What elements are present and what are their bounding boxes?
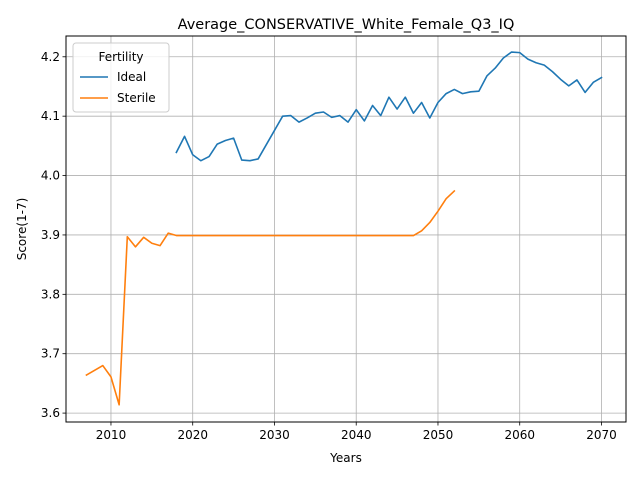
y-tick-label: 3.9 (41, 228, 60, 242)
legend-title: Fertility (98, 50, 143, 64)
x-tick-label: 2070 (586, 428, 617, 442)
x-tick-label: 2030 (259, 428, 290, 442)
y-tick-label: 3.8 (41, 287, 60, 301)
y-tick-label: 4.0 (41, 169, 60, 183)
y-tick-label: 4.2 (41, 50, 60, 64)
y-axis-ticks: 3.6 3.7 3.8 3.9 4.0 4.1 4.2 (41, 50, 66, 420)
series-line-sterile (85, 189, 456, 406)
x-axis-ticks: 2010 2020 2030 2040 2050 2060 2070 (96, 422, 617, 442)
y-tick-label: 3.7 (41, 347, 60, 361)
y-axis-label: Score(1-7) (15, 198, 29, 261)
x-axis-label: Years (329, 451, 362, 465)
x-tick-label: 2040 (341, 428, 372, 442)
legend-label-sterile: Sterile (117, 91, 156, 105)
chart-title: Average_CONSERVATIVE_White_Female_Q3_IQ (178, 17, 515, 33)
legend: Fertility Ideal Sterile (72, 42, 170, 113)
plot-frame (65, 35, 627, 423)
x-tick-label: 2020 (177, 428, 208, 442)
x-tick-label: 2050 (423, 428, 454, 442)
series-line-ideal (175, 51, 603, 162)
x-tick-label: 2010 (96, 428, 127, 442)
series-layer (85, 51, 603, 406)
legend-box (72, 42, 170, 113)
x-tick-label: 2060 (504, 428, 535, 442)
y-tick-label: 3.6 (41, 406, 60, 420)
legend-label-ideal: Ideal (117, 70, 146, 84)
y-tick-label: 4.1 (41, 109, 60, 123)
